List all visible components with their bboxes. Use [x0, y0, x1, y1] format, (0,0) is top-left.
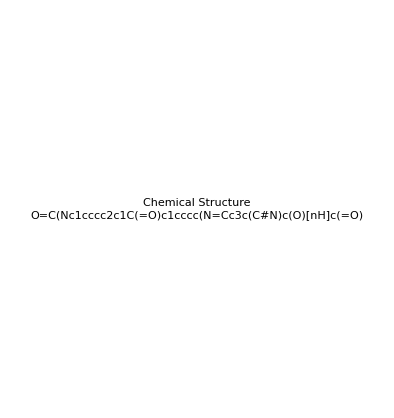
- Text: Chemical Structure
O=C(Nc1cccc2c1C(=O)c1cccc(N=Cc3c(C#N)c(O)[nH]c(=O): Chemical Structure O=C(Nc1cccc2c1C(=O)c1…: [30, 198, 364, 220]
